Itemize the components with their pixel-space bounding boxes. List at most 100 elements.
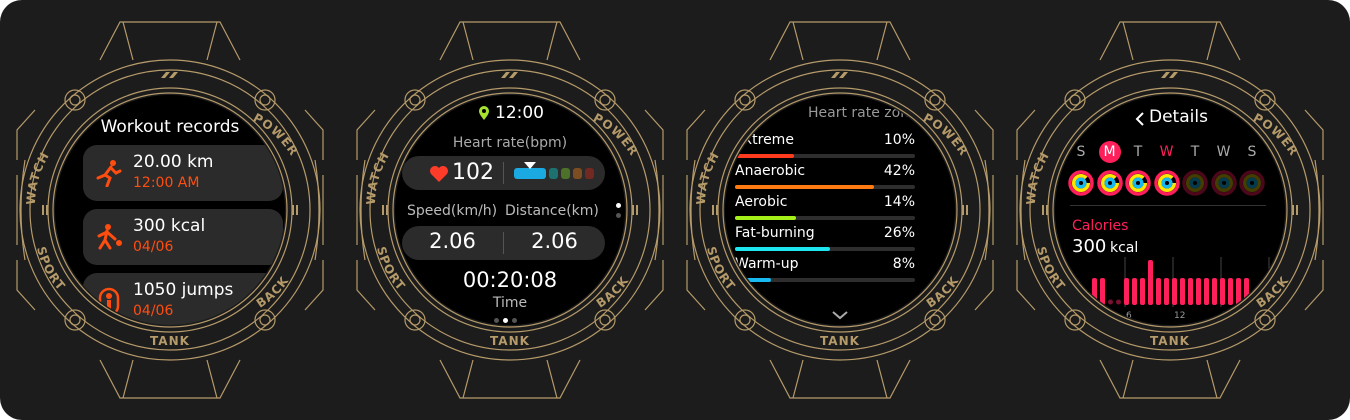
svg-text:TANK: TANK [150, 334, 190, 348]
zone-name: Aerobic [735, 194, 788, 210]
calorie-bar [1172, 278, 1177, 305]
calorie-bar [1204, 278, 1209, 305]
hr-zone-segment [549, 168, 558, 179]
workout-record[interactable]: 20.00 km 12:00 AM [83, 145, 283, 201]
speed-label: Speed(km/h) [407, 203, 498, 219]
day-5[interactable]: W [1216, 144, 1231, 160]
day-6[interactable]: S [1247, 144, 1257, 160]
hr-zone-segment [573, 168, 582, 179]
scroll-dot [616, 213, 621, 218]
hr-zone-segment [561, 168, 570, 179]
day-3[interactable]: W [1159, 144, 1174, 160]
speed-value: 2.06 [429, 229, 476, 253]
metric-value: 300 [1072, 236, 1107, 257]
day-1[interactable]: M [1098, 141, 1121, 163]
x-tick-label: 18 [1222, 311, 1234, 321]
zone-pointer-icon [524, 162, 536, 169]
watch-bezel: WATCH POWER SPORT BACK TANK [1016, 21, 1324, 399]
page-dot[interactable] [494, 318, 499, 323]
zone-progress [735, 185, 915, 189]
chevron-down-icon[interactable] [831, 305, 849, 324]
zone-progress-fill [735, 247, 831, 251]
calories-chart: 6 12 18 [1092, 257, 1270, 321]
screen-title: Workout records [100, 117, 240, 137]
running-icon [95, 159, 123, 188]
zone-percent: 26% [883, 225, 915, 241]
zone-progress [735, 247, 915, 251]
metric-label: Calories [1072, 218, 1129, 234]
workout-record[interactable]: 300 kcal 04/06 [83, 209, 283, 265]
zone-percent: 42% [883, 163, 915, 179]
calorie-bar [1212, 278, 1217, 305]
record-value: 20.00 km [133, 152, 214, 172]
activity-rings-icon[interactable] [1068, 170, 1094, 196]
distance-value: 2.06 [531, 229, 578, 253]
jump-rope-icon [95, 287, 123, 317]
zone-percent: 8% [892, 256, 915, 272]
calorie-bar [1236, 278, 1241, 305]
calorie-bar [1188, 278, 1193, 305]
location-pin-icon [478, 105, 490, 121]
zone-name: Extreme [735, 132, 794, 148]
heart-rate-pill: 102 [402, 156, 605, 190]
watch-workout-live: WATCH POWER SPORT BACK TANK 12:00 Heart … [345, 0, 675, 420]
zone-percent: 14% [883, 194, 915, 210]
activity-rings-icon[interactable] [1125, 170, 1151, 196]
activity-rings-icon[interactable] [1210, 170, 1237, 196]
workout-record[interactable]: 1050 jumps 04/06 [83, 273, 283, 325]
zone-progress-fill [735, 216, 797, 220]
svg-text:WATCH: WATCH [24, 149, 52, 205]
zone-progress-fill [735, 278, 771, 282]
watch-workout-records: WATCH POWER SPORT BACK TANK Workout reco… [5, 0, 335, 420]
calorie-bar-empty [1116, 299, 1121, 305]
zone-name: Fat-burning [735, 225, 815, 241]
record-date: 04/06 [133, 239, 174, 255]
svg-text:TANK: TANK [1150, 334, 1190, 348]
calorie-bar [1228, 278, 1233, 305]
watch-screen: Workout records 20.00 km 12:00 AM 300 kc… [55, 95, 285, 325]
x-tick-label: 6 [1126, 311, 1132, 321]
svg-text:WATCH: WATCH [694, 149, 722, 205]
calorie-bar [1148, 260, 1153, 305]
calorie-bar [1196, 278, 1201, 305]
screen-title: Heart rate zones [808, 105, 925, 121]
calorie-bar-empty [1108, 299, 1113, 305]
calorie-bar [1140, 278, 1145, 305]
activity-rings-icon[interactable] [1096, 170, 1123, 196]
zone-name: Warm-up [735, 256, 799, 272]
calorie-bar [1132, 278, 1137, 305]
speed-distance-pill: 2.06 2.06 [402, 226, 605, 260]
page-dot[interactable] [503, 318, 508, 323]
day-4[interactable]: T [1190, 144, 1200, 160]
clock-time: 12:00 [495, 103, 544, 123]
activity-rings-icon[interactable] [1153, 170, 1180, 196]
page-dot[interactable] [512, 318, 517, 323]
record-date: 04/06 [133, 303, 174, 319]
zone-progress [735, 154, 915, 158]
calorie-bar [1220, 278, 1225, 305]
day-2[interactable]: T [1133, 144, 1143, 160]
record-value: 1050 jumps [133, 280, 234, 300]
zone-name: Anaerobic [735, 163, 806, 179]
record-date: 12:00 AM [133, 175, 200, 191]
calorie-bar [1156, 278, 1161, 305]
svg-text:TANK: TANK [820, 334, 860, 348]
watch-screen: 12:00 Heart rate(bpm) 102 Speed(km/h) Di… [395, 95, 625, 325]
zone-percent: 10% [883, 132, 915, 148]
calorie-bar [1124, 278, 1129, 305]
day-0[interactable]: S [1076, 144, 1086, 160]
metric-unit: kcal [1110, 240, 1139, 256]
record-value: 300 kcal [133, 216, 206, 236]
back-label: Details [1149, 107, 1208, 127]
activity-rings-icon[interactable] [1239, 170, 1265, 196]
zone-progress-fill [735, 154, 795, 158]
heart-rate-label: Heart rate(bpm) [452, 135, 568, 151]
scroll-dot-active [616, 203, 621, 208]
heart-rate-value: 102 [452, 160, 494, 185]
duration-label: Time [492, 295, 528, 311]
svg-text:TANK: TANK [490, 334, 530, 348]
activity-rings-icon[interactable] [1182, 170, 1208, 196]
x-tick-label: 12 [1174, 311, 1185, 321]
